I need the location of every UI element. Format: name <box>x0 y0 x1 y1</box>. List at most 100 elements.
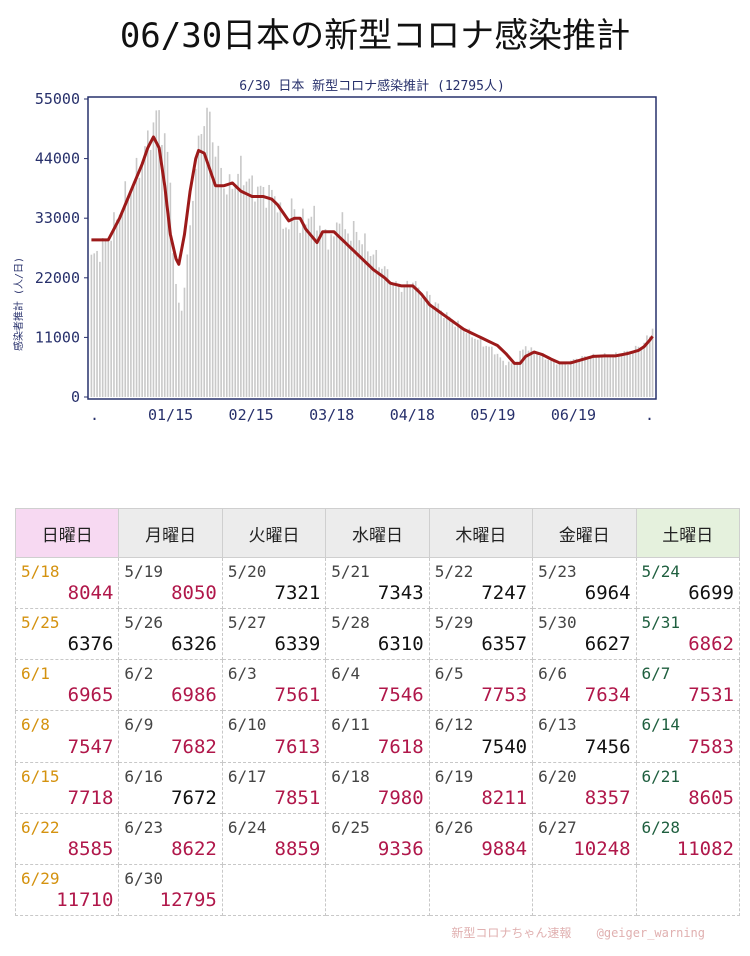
bar <box>347 233 349 397</box>
bar <box>290 198 293 397</box>
calendar-cell <box>635 863 741 917</box>
y-tick-label: 44000 <box>35 150 80 168</box>
bar <box>234 187 237 397</box>
cell-date: 6/29 <box>21 868 60 888</box>
bar <box>510 363 513 397</box>
bar <box>307 218 310 397</box>
bar <box>609 357 612 397</box>
bar <box>163 133 166 397</box>
calendar-cell: 6/24 8859 <box>221 812 327 865</box>
cell-value: 7980 <box>377 786 424 809</box>
cell-date: 6/21 <box>641 766 681 786</box>
cell-value: 9884 <box>481 837 528 860</box>
x-tick-label: 01/15 <box>148 406 193 424</box>
bar <box>172 253 174 397</box>
header-saturday: 土曜日 <box>635 508 741 558</box>
bar <box>279 202 282 397</box>
x-tick-label: . <box>645 406 654 424</box>
bar <box>536 354 538 397</box>
bar <box>161 144 163 397</box>
cell-value: 9336 <box>377 837 424 860</box>
bar <box>175 283 177 397</box>
cell-value: 7682 <box>171 735 217 758</box>
calendar-cell: 6/19 8211 <box>428 761 534 814</box>
bar <box>451 322 454 397</box>
bar <box>321 231 324 397</box>
bar <box>316 230 318 397</box>
calendar-row: 6/8 7547 6/9 7682 6/10 7613 6/11 7618 6/12 7540 6/… <box>14 710 741 763</box>
bar <box>640 346 643 397</box>
bar <box>304 224 307 397</box>
cell-value: 8044 <box>67 582 114 605</box>
cell-date: 5/25 <box>21 613 60 633</box>
y-ticks: 0 11000 22000 33000 44000 55000 <box>35 90 88 406</box>
cell-date: 6/9 <box>124 715 154 735</box>
bar <box>533 353 535 397</box>
bar <box>256 186 259 397</box>
bar <box>392 282 394 397</box>
cell-date: 6/1 <box>21 664 50 684</box>
bar <box>285 227 287 397</box>
bar <box>96 250 98 397</box>
bar <box>90 254 93 397</box>
bar <box>564 362 566 397</box>
cell-date: 6/22 <box>21 817 60 837</box>
cell-date: 5/21 <box>331 562 370 581</box>
cell-date: 6/20 <box>538 766 577 786</box>
bar <box>395 281 397 397</box>
cell-value: 7540 <box>481 735 528 758</box>
calendar-cell: 6/6 7634 <box>532 659 637 712</box>
bar <box>561 362 564 397</box>
bar <box>118 214 121 397</box>
bar <box>242 185 245 397</box>
bar <box>203 126 206 398</box>
cell-date: 6/5 <box>434 664 464 684</box>
cell-date: 6/6 <box>538 664 568 684</box>
cell-value: 6357 <box>481 633 528 656</box>
bar <box>327 249 330 397</box>
bar <box>149 149 152 397</box>
calendar-cell: 6/12 7540 <box>428 710 534 763</box>
calendar-header-row: 日曜日 月曜日 火曜日 水曜日 木曜日 金曜日 土曜日 <box>14 508 741 558</box>
bar <box>412 282 414 397</box>
calendar-cell: 5/23 6964 <box>532 556 637 610</box>
bar <box>420 297 423 397</box>
bar <box>147 130 149 397</box>
calendar-row: 6/15 7718 6/16 7672 6/17 7851 6/18 7980 6/19 8211… <box>14 761 741 814</box>
bar <box>366 251 369 397</box>
x-tick-label: 04/18 <box>390 406 435 424</box>
bar <box>240 155 242 397</box>
bar <box>502 360 504 397</box>
bar <box>299 232 301 397</box>
bar <box>615 352 617 397</box>
calendar-cell: 6/26 9884 <box>428 812 534 865</box>
bar <box>183 287 186 397</box>
bar <box>276 212 279 397</box>
bar <box>423 295 425 397</box>
bar <box>578 360 581 397</box>
bar <box>158 110 160 397</box>
calendar-cell: 6/13 7456 <box>532 710 637 763</box>
bar <box>601 356 603 397</box>
bar <box>555 364 558 397</box>
cell-value: 10248 <box>573 837 631 860</box>
cell-value: 7321 <box>274 582 321 605</box>
cell-date: 6/15 <box>21 766 60 786</box>
bar <box>262 187 265 397</box>
cell-date: 6/18 <box>331 766 370 786</box>
bar <box>93 253 96 397</box>
bar <box>403 284 406 397</box>
cell-value: 6986 <box>171 684 217 707</box>
bar <box>344 229 347 397</box>
cell-date: 6/13 <box>538 715 577 735</box>
calendar-cell <box>532 863 637 917</box>
bar <box>214 156 217 397</box>
calendar-cell: 5/19 8050 <box>118 556 223 610</box>
cell-value: 6339 <box>274 633 321 656</box>
bar <box>206 107 208 398</box>
calendar-cell: 6/23 8622 <box>118 812 223 865</box>
cell-value: 8357 <box>584 786 631 809</box>
bar <box>454 326 456 397</box>
cell-value: 8585 <box>67 837 114 860</box>
calendar-cell: 5/22 7247 <box>428 556 534 610</box>
